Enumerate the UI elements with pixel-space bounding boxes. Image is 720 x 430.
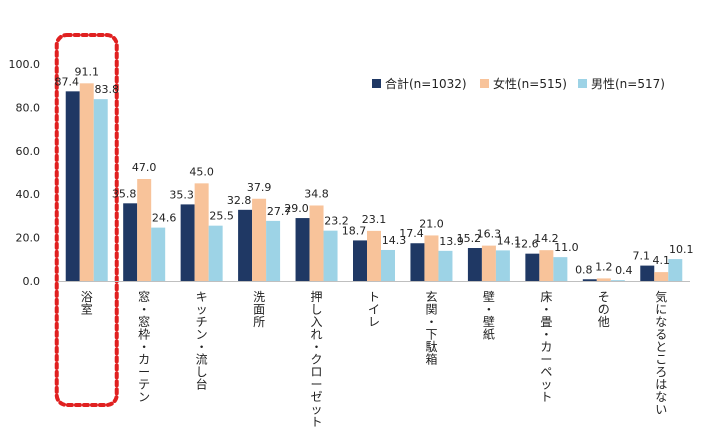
data-label: 16.3 xyxy=(477,228,502,241)
data-label: 0.8 xyxy=(575,263,593,276)
data-label: 45.0 xyxy=(189,165,214,178)
bar xyxy=(553,257,568,281)
bar xyxy=(495,250,510,281)
data-label: 32.8 xyxy=(227,194,252,207)
bar xyxy=(252,198,267,281)
data-label: 37.9 xyxy=(247,181,272,194)
bar xyxy=(353,240,367,281)
bar xyxy=(640,265,655,281)
bar xyxy=(367,230,381,281)
category-label: 床・畳・カーペット xyxy=(540,290,552,404)
bar xyxy=(668,259,683,281)
bar xyxy=(381,249,395,281)
category-label: 洗面所 xyxy=(253,290,265,329)
legend-entry: 合計(n=1032) xyxy=(385,76,467,91)
bar xyxy=(151,227,166,281)
bar xyxy=(582,279,597,281)
data-label: 23.1 xyxy=(362,213,387,226)
bar xyxy=(238,209,253,281)
data-label: 21.0 xyxy=(419,217,444,230)
legend: 合計(n=1032) 女性(n=515) 男性(n=517) xyxy=(372,76,665,91)
category-label: トイレ xyxy=(368,290,380,329)
bar xyxy=(295,218,310,281)
data-label: 25.5 xyxy=(209,210,234,223)
data-label: 14.1 xyxy=(497,234,522,247)
y-tick-label: 20.0 xyxy=(16,232,41,245)
bar xyxy=(424,235,439,281)
y-tick-label: 80.0 xyxy=(16,101,41,114)
data-label: 14.2 xyxy=(534,232,559,245)
category-label: 窓・窓枠・カーテン xyxy=(138,289,150,404)
bar xyxy=(654,272,669,281)
x-axis-category-labels: 浴室 窓・窓枠・カーテン キッチン・流し台 洗面所 押し入れ・クローゼット トイレ 玄関・下… xyxy=(81,289,668,429)
category-label: 壁・壁紙 xyxy=(483,289,495,342)
bars-layer xyxy=(65,83,683,282)
legend-entry: 男性(n=517) xyxy=(591,77,665,91)
bar xyxy=(79,83,94,281)
data-label: 11.0 xyxy=(554,241,579,254)
data-label: 47.0 xyxy=(132,161,157,174)
bar xyxy=(438,250,453,281)
y-tick-label: 40.0 xyxy=(16,188,41,201)
legend-swatch xyxy=(578,79,587,88)
data-label: 13.9 xyxy=(439,235,464,248)
bar xyxy=(123,203,138,281)
bar xyxy=(467,248,482,281)
legend-swatch xyxy=(372,79,381,88)
data-label: 15.2 xyxy=(457,232,482,245)
legend-swatch xyxy=(480,79,489,88)
category-label: その他 xyxy=(598,290,610,329)
data-label: 29.0 xyxy=(284,202,309,215)
category-label: キッチン・流し台 xyxy=(196,290,208,392)
bar xyxy=(596,278,611,281)
data-label: 35.3 xyxy=(169,188,194,201)
data-label: 24.6 xyxy=(152,212,177,225)
category-label: 浴室 xyxy=(81,290,93,317)
data-label: 87.4 xyxy=(54,75,79,88)
bar xyxy=(610,280,625,281)
bar xyxy=(539,250,554,281)
data-label: 34.8 xyxy=(304,187,329,200)
bar xyxy=(208,225,223,281)
bar xyxy=(65,91,80,281)
data-label: 10.1 xyxy=(669,243,694,256)
category-label: 押し入れ・クローゼット xyxy=(311,290,323,429)
category-label: 玄関・下駄箱 xyxy=(425,289,437,367)
highlight-layer xyxy=(54,33,119,407)
y-axis: 0.0 20.0 40.0 60.0 80.0 100.0 xyxy=(9,58,690,288)
data-label: 7.1 xyxy=(633,250,651,263)
data-label: 18.7 xyxy=(342,224,367,237)
bar xyxy=(410,243,425,281)
highlight-box xyxy=(54,33,119,407)
bar xyxy=(180,204,195,281)
bar xyxy=(309,205,324,281)
bar xyxy=(137,179,152,281)
y-tick-label: 100.0 xyxy=(9,58,41,71)
data-label: 0.4 xyxy=(615,264,633,277)
data-label: 1.2 xyxy=(595,260,613,273)
data-label: 83.8 xyxy=(94,83,119,96)
bar xyxy=(481,245,496,281)
bar xyxy=(525,253,540,281)
bar xyxy=(323,230,338,281)
data-label: 91.1 xyxy=(74,65,99,78)
y-tick-label: 0.0 xyxy=(23,275,41,288)
data-label: 35.8 xyxy=(112,187,137,200)
data-labels-layer: 87.491.1 83.8 35.8 47.0 24.6 35.3 45.0 25.5 32.8… xyxy=(54,65,693,277)
data-label: 14.3 xyxy=(382,234,407,247)
bar xyxy=(266,220,281,281)
data-label: 17.4 xyxy=(399,227,424,240)
data-label: 23.2 xyxy=(324,215,349,228)
data-label: 12.6 xyxy=(514,238,539,251)
data-label: 4.1 xyxy=(653,254,671,267)
bar xyxy=(93,99,108,282)
data-label: 27.7 xyxy=(267,205,292,218)
legend-entry: 女性(n=515) xyxy=(493,76,567,91)
y-tick-label: 60.0 xyxy=(16,145,41,158)
bar xyxy=(194,183,209,281)
category-label: 気になるところはない xyxy=(655,289,667,417)
